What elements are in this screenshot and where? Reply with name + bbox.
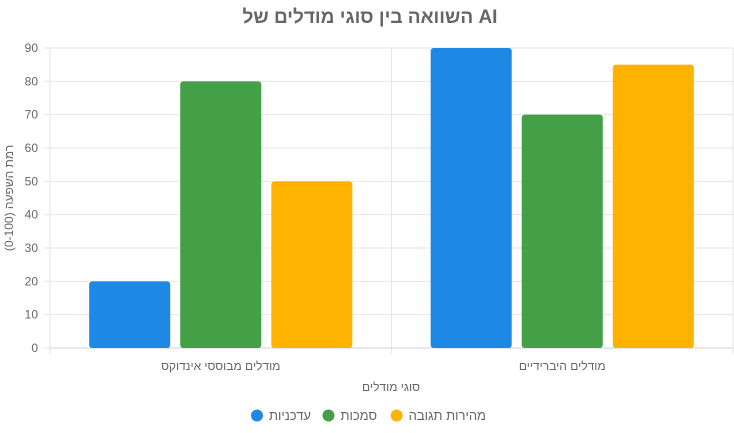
legend-item[interactable]: סמכות <box>322 408 377 423</box>
legend-label: עדכניות <box>269 408 311 423</box>
bars <box>89 48 694 349</box>
bar[interactable] <box>89 281 171 348</box>
y-tick-label: 20 <box>25 274 39 288</box>
bar[interactable] <box>612 64 694 349</box>
legend[interactable]: עדכניות סמכות מהירות תגובה <box>250 408 486 423</box>
y-tick-label: 40 <box>25 208 39 222</box>
bar[interactable] <box>521 114 603 349</box>
y-tick-label: 70 <box>25 108 39 122</box>
bar[interactable] <box>271 181 353 348</box>
legend-label: מהירות תגובה <box>409 408 486 423</box>
legend-label: סמכות <box>340 408 377 423</box>
x-tick-label: מודלים מבוססי אינדוקס <box>161 359 280 373</box>
legend-item[interactable]: מהירות תגובה <box>390 408 486 423</box>
y-tick-label: 60 <box>25 141 39 155</box>
bar[interactable] <box>430 48 512 348</box>
x-axis-ticks: מודלים מבוססי אינדוקס מודלים היברידיים <box>161 359 606 373</box>
x-tick-label: מודלים היברידיים <box>519 359 606 373</box>
bar[interactable] <box>180 81 262 348</box>
y-tick-label: 80 <box>25 74 39 88</box>
legend-swatch <box>322 409 335 422</box>
legend-swatch <box>390 409 403 422</box>
y-tick-label: 10 <box>25 308 39 322</box>
y-tick-label: 0 <box>31 341 38 355</box>
legend-swatch <box>250 409 263 422</box>
x-axis-title: סוגי מודלים <box>362 380 420 394</box>
y-tick-label: 30 <box>25 241 39 255</box>
y-axis-title: רמת השפעה (0-100) <box>2 145 16 251</box>
y-tick-label: 90 <box>25 41 39 55</box>
y-tick-label: 50 <box>25 174 39 188</box>
legend-item[interactable]: עדכניות <box>250 408 311 423</box>
chart-title: השוואה בין סוגי מודלים של AI <box>243 7 498 28</box>
y-axis-ticks: 0 10 20 30 40 50 60 70 80 90 <box>25 41 39 355</box>
